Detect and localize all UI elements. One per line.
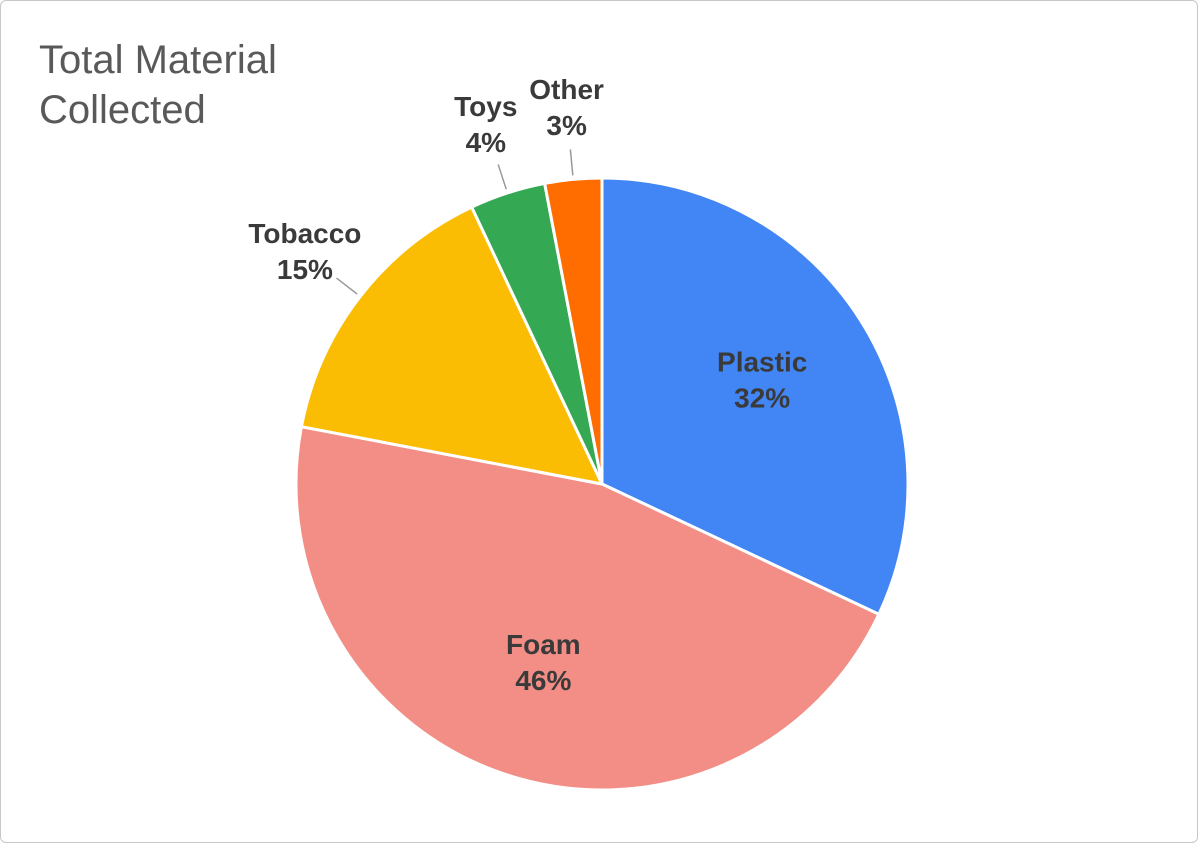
slice-label: Plastic [717, 347, 807, 378]
slice-value-label: 46% [515, 665, 571, 696]
leader-line [336, 277, 358, 295]
pie-slice [299, 205, 605, 487]
leader-line [497, 164, 507, 190]
slice-label: Other [529, 74, 604, 105]
slice-label: Foam [506, 629, 581, 660]
leader-line [569, 149, 574, 176]
pie-slice [294, 424, 881, 792]
pie-slice [600, 176, 910, 617]
slice-label: Toys [454, 91, 517, 122]
pie-slice [542, 176, 604, 485]
slice-value-label: 4% [466, 127, 507, 158]
slice-label: Tobacco [248, 218, 361, 249]
chart-title: Total Material Collected [39, 38, 277, 132]
slice-value-label: 32% [734, 383, 790, 414]
slice-value-label: 15% [277, 254, 333, 285]
slice-value-label: 3% [546, 110, 587, 141]
